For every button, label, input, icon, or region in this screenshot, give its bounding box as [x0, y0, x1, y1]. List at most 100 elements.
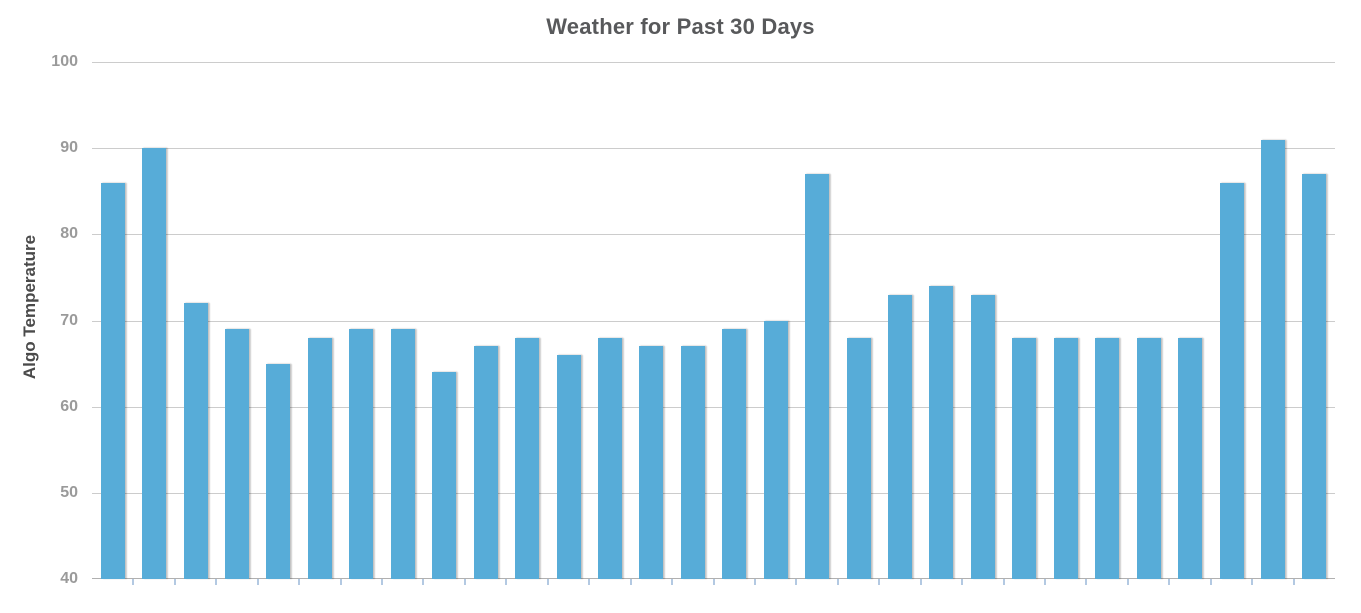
- bar[interactable]: [846, 337, 871, 579]
- plot-area: [92, 62, 1335, 579]
- bar-slot: [175, 62, 216, 579]
- x-axis-tick: [753, 579, 756, 585]
- y-tick-label: 40: [60, 570, 78, 587]
- gridline: [92, 148, 1335, 150]
- x-axis-tick: [588, 579, 591, 585]
- bar[interactable]: [763, 320, 788, 579]
- x-axis-tick: [381, 579, 384, 585]
- x-axis-tick: [878, 579, 881, 585]
- bar[interactable]: [1178, 337, 1203, 579]
- bar[interactable]: [556, 354, 581, 579]
- bar[interactable]: [805, 174, 830, 579]
- bar[interactable]: [597, 337, 622, 579]
- x-axis-tick: [795, 579, 798, 585]
- bar-series: [92, 62, 1335, 579]
- bar-slot: [714, 62, 755, 579]
- bar[interactable]: [390, 329, 415, 579]
- chart-title: Weather for Past 30 Days: [546, 14, 815, 39]
- bar-slot: [548, 62, 589, 579]
- x-axis-tick: [1002, 579, 1005, 585]
- y-tick-label: 80: [60, 225, 78, 243]
- bar-slot: [962, 62, 1003, 579]
- y-tick-label: 90: [60, 139, 78, 157]
- x-axis-tick: [505, 579, 508, 585]
- bar-slot: [672, 62, 713, 579]
- bar[interactable]: [929, 286, 954, 579]
- x-axis-tick: [463, 579, 466, 585]
- bar-slot: [299, 62, 340, 579]
- x-axis-tick: [1126, 579, 1129, 585]
- bar[interactable]: [100, 182, 125, 579]
- x-axis-tick: [671, 579, 674, 585]
- bar[interactable]: [473, 346, 498, 579]
- bar-slot: [382, 62, 423, 579]
- bar-slot: [1087, 62, 1128, 579]
- bar-slot: [133, 62, 174, 579]
- x-axis-tick: [339, 579, 342, 585]
- bar-slot: [1045, 62, 1086, 579]
- bar[interactable]: [142, 148, 167, 579]
- x-axis-baseline: [92, 578, 1335, 579]
- bar[interactable]: [1302, 174, 1327, 579]
- x-axis-tick: [1168, 579, 1171, 585]
- x-axis-tick: [919, 579, 922, 585]
- bar-slot: [589, 62, 630, 579]
- bar-slot: [341, 62, 382, 579]
- bar[interactable]: [1260, 139, 1285, 579]
- bar[interactable]: [1053, 337, 1078, 579]
- x-axis-tick: [1209, 579, 1212, 585]
- bar-slot: [1128, 62, 1169, 579]
- gridline: [92, 492, 1335, 494]
- gridline: [92, 234, 1335, 236]
- y-tick-label: 50: [60, 483, 78, 501]
- bar-slot: [1294, 62, 1335, 579]
- bar[interactable]: [349, 329, 374, 579]
- gridline: [92, 62, 1335, 63]
- x-axis-tick: [712, 579, 715, 585]
- x-axis-tick: [422, 579, 425, 585]
- x-axis-tick: [836, 579, 839, 585]
- bar-slot: [796, 62, 837, 579]
- bar-slot: [1004, 62, 1045, 579]
- x-axis-tick: [173, 579, 176, 585]
- x-axis-tick: [256, 579, 259, 585]
- y-axis-title: Algo Temperature: [20, 234, 39, 380]
- bar-slot: [465, 62, 506, 579]
- x-axis-tick: [132, 579, 135, 585]
- bar[interactable]: [1095, 337, 1120, 579]
- bar-slot: [1252, 62, 1293, 579]
- bar[interactable]: [266, 363, 291, 579]
- y-tick-label: 70: [60, 311, 78, 329]
- bar[interactable]: [1136, 337, 1161, 579]
- bar[interactable]: [639, 346, 664, 579]
- bar[interactable]: [183, 303, 208, 579]
- x-axis-tick: [546, 579, 549, 585]
- bar[interactable]: [680, 346, 705, 579]
- bar[interactable]: [1219, 182, 1244, 579]
- bar-slot: [879, 62, 920, 579]
- bar[interactable]: [888, 294, 913, 579]
- bar-slot: [506, 62, 547, 579]
- bar[interactable]: [515, 337, 540, 579]
- bar[interactable]: [432, 372, 457, 579]
- x-axis-tick: [961, 579, 964, 585]
- bar[interactable]: [1012, 337, 1037, 579]
- x-axis-tick: [1292, 579, 1295, 585]
- gridline: [92, 320, 1335, 322]
- y-tick-label: 60: [60, 397, 78, 415]
- bar[interactable]: [970, 294, 995, 579]
- bar-slot: [1169, 62, 1210, 579]
- x-axis-tick: [629, 579, 632, 585]
- x-axis-tick: [1085, 579, 1088, 585]
- x-axis-tick: [215, 579, 218, 585]
- bar-slot: [258, 62, 299, 579]
- bar-slot: [92, 62, 133, 579]
- bar-slot: [921, 62, 962, 579]
- x-axis-tick: [1043, 579, 1046, 585]
- bar[interactable]: [225, 329, 250, 579]
- bar-slot: [1211, 62, 1252, 579]
- bar[interactable]: [307, 337, 332, 579]
- x-axis-tick: [1251, 579, 1254, 585]
- bar[interactable]: [722, 329, 747, 579]
